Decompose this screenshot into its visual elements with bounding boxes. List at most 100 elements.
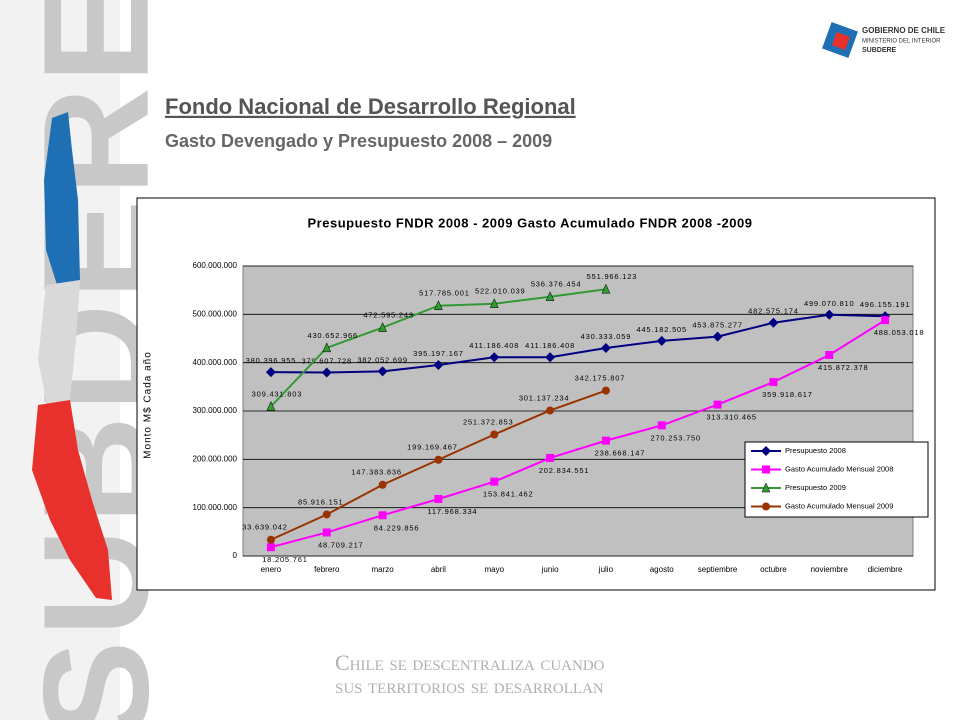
y-tick-label: 400.000.000 [193,358,238,367]
marker [600,343,611,354]
marker [824,309,835,320]
marker [762,465,770,474]
marker [434,455,443,464]
y-tick-label: 0 [233,551,238,560]
x-tick-label: diciembre [868,565,903,574]
y-tick-label: 100.000.000 [193,503,238,512]
y-tick-label: 600.000.000 [193,261,238,270]
marker [266,535,275,544]
marker [377,366,388,377]
marker [378,511,387,520]
data-label: 48.709.217 [318,540,364,549]
x-tick-label: enero [261,565,282,574]
legend-label: Presupuesto 2008 [785,446,846,455]
marker [601,386,610,395]
data-label: 517.785.001 [419,289,470,298]
data-label: 379.607.728 [301,357,352,366]
marker [769,378,778,387]
map [32,112,112,600]
y-axis-label: Monto M$ Cada año [143,351,154,459]
data-label: 270.253.750 [650,433,701,442]
marker [546,453,555,462]
data-label: 238.668.147 [595,449,646,458]
legend-label: Gasto Acumulado Mensual 2008 [785,464,893,473]
marker [266,400,276,411]
y-tick-label: 300.000.000 [193,406,238,415]
x-tick-label: febrero [314,565,340,574]
marker [434,494,443,503]
data-label: 382.052.699 [357,355,408,364]
marker [265,367,276,378]
data-label: 522.010.039 [475,287,526,296]
data-label: 301.137.234 [519,393,570,402]
data-label: 309.431.803 [252,389,303,398]
marker [490,430,499,439]
legend-label: Presupuesto 2009 [785,483,846,492]
marker [490,477,499,486]
data-label: 199.169.467 [407,443,458,452]
marker [322,510,331,519]
marker [322,528,331,537]
data-label: 430.333.059 [581,332,632,341]
slide-title: Fondo Nacional de Desarrollo Regional [165,94,576,119]
legend-box [744,441,929,518]
data-label: 536.376.454 [531,280,582,289]
data-label: 411.186.408 [469,341,519,350]
data-label: 411.186.408 [525,341,575,350]
marker [601,283,611,294]
data-label: 472.595.243 [363,311,414,320]
x-tick-label: julio [598,565,614,574]
series-line [270,313,886,374]
x-tick-label: mayo [484,565,504,574]
data-label: 147.383.836 [351,468,402,477]
data-label: 84.229.856 [374,523,420,532]
x-tick-label: junio [541,565,559,574]
data-label: 488.053.018 [874,328,925,337]
marker [434,300,443,310]
marker [601,436,610,445]
x-tick-label: marzo [371,565,394,574]
data-label: 551.966.123 [587,272,638,281]
footer-text: Chile se descentraliza cuando [335,650,605,675]
logo-text: SUBDERE [862,47,897,54]
x-tick-label: agosto [650,565,675,574]
chart-title: Presupuesto FNDR 2008 - 2009 Gasto Acumu… [308,215,753,230]
data-label: 499.070.810 [804,299,855,308]
marker [545,291,555,302]
x-tick-label: septiembre [698,565,738,574]
y-tick-label: 200.000.000 [193,454,238,463]
x-tick-label: octubre [760,565,787,574]
marker [657,421,666,430]
data-label: 313.310.465 [706,413,757,422]
data-label: 415.872.378 [818,363,869,372]
marker [762,502,770,511]
data-label: 33.639.042 [242,523,288,532]
marker [266,543,275,552]
marker [378,480,387,489]
data-label: 430.652.966 [307,331,358,340]
marker [768,317,779,328]
legend-label: Gasto Acumulado Mensual 2009 [785,501,893,510]
marker [489,352,500,363]
x-tick-label: noviembre [811,565,849,574]
data-label: 117.968.334 [427,507,477,516]
marker [761,482,771,493]
series-line [270,319,886,549]
data-label: 380.396.955 [246,356,297,365]
marker [546,406,555,415]
data-label: 153.841.462 [483,490,534,499]
marker [881,316,890,325]
data-label: 18.205.761 [262,555,308,564]
marker [322,342,332,353]
marker [321,367,332,378]
marker [433,359,444,370]
x-tick-label: abril [431,565,446,574]
data-label: 202.834.551 [539,466,590,475]
marker [712,331,723,342]
data-label: 482.575.174 [748,307,799,316]
data-label: 445.182.505 [636,325,687,334]
data-label: 85.916.151 [298,497,344,506]
marker [489,298,499,308]
data-label: 496.155.191 [860,300,911,309]
